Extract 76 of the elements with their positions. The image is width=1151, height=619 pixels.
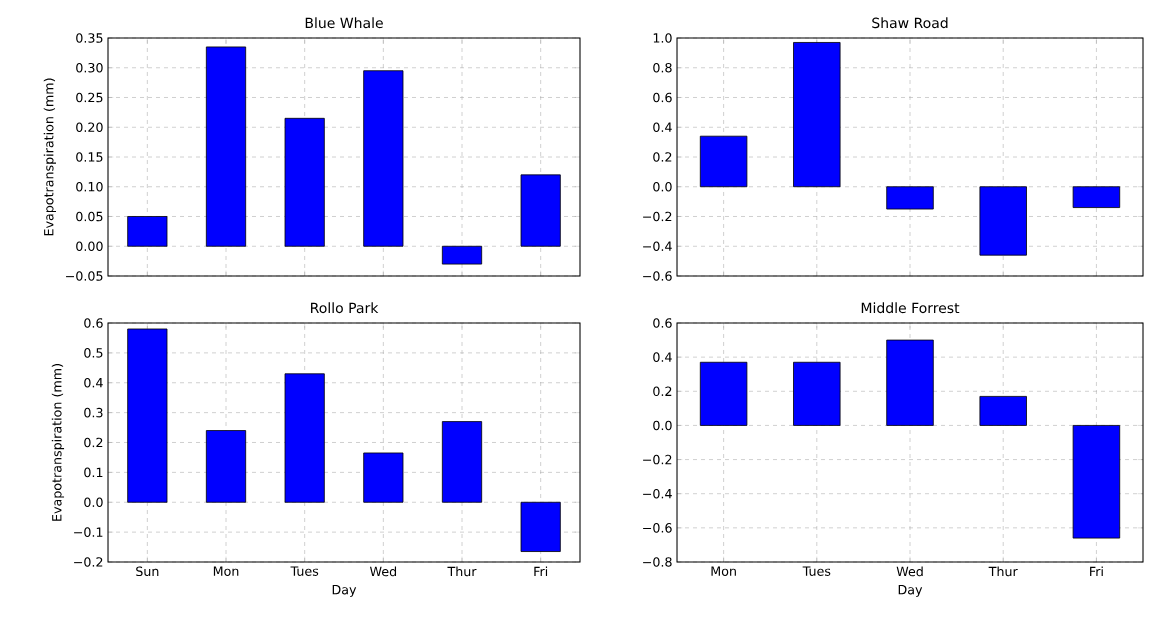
bar <box>1072 186 1121 208</box>
y-tick-label: −0.05 <box>66 271 103 281</box>
y-tick-label: −0.6 <box>643 271 672 281</box>
y-tick-label: 0.30 <box>76 62 103 73</box>
bar <box>520 501 561 552</box>
bar <box>979 186 1027 256</box>
y-tick-label: 0.4 <box>84 377 103 388</box>
y-tick-label: 0.6 <box>653 92 672 103</box>
y-tick-label: 0.5 <box>84 348 103 358</box>
y-tick-label: 0.4 <box>653 122 672 133</box>
bar <box>205 46 247 247</box>
y-tick-label: −0.2 <box>643 211 672 222</box>
x-tick-label: Mon <box>711 566 736 576</box>
bar <box>793 361 841 426</box>
bar <box>205 430 247 503</box>
y-tick-label: −0.8 <box>643 557 672 567</box>
y-tick-label: −0.6 <box>643 523 672 533</box>
y-tick-label: 0.20 <box>76 122 103 133</box>
y-tick-label: 0.0 <box>653 420 672 431</box>
x-tick-label: Tues <box>290 566 319 576</box>
bar <box>284 117 325 247</box>
x-tick-label: Fri <box>1090 566 1103 577</box>
y-tick-label: −0.1 <box>74 527 103 537</box>
x-tick-label: Thur <box>447 566 477 577</box>
y-tick-label: 0.35 <box>76 33 103 43</box>
y-tick-label: −0.2 <box>643 454 672 465</box>
y-tick-label: −0.2 <box>74 557 103 567</box>
y-tick-label: 0.2 <box>84 437 103 448</box>
x-tick-label: Sun <box>136 566 159 577</box>
chart-title: Blue Whale <box>305 17 383 29</box>
y-tick-label: 0.2 <box>653 152 672 162</box>
y-tick-label: 0.15 <box>76 152 103 162</box>
y-tick-label: −0.4 <box>643 241 672 252</box>
chart-title: Shaw Road <box>872 17 948 29</box>
x-axis-title: Day <box>332 584 357 597</box>
y-tick-label: 0.1 <box>84 467 103 478</box>
x-tick-label: Wed <box>896 566 923 577</box>
bar <box>699 361 748 426</box>
bar <box>520 174 561 247</box>
y-tick-label: 0.6 <box>84 318 103 328</box>
bar <box>363 70 404 247</box>
x-tick-label: Mon <box>213 566 239 576</box>
y-tick-label: 0.05 <box>76 211 103 222</box>
y-tick-label: 0.6 <box>653 318 672 328</box>
y-tick-label: 0.10 <box>76 181 103 192</box>
x-axis-title: Day <box>898 584 923 597</box>
bar <box>127 216 168 247</box>
y-tick-label: 0.25 <box>76 92 103 103</box>
y-tick-label: 0.0 <box>653 181 672 192</box>
y-tick-label: 0.00 <box>76 241 103 252</box>
bar <box>127 328 168 503</box>
bar <box>363 452 404 503</box>
x-tick-label: Wed <box>369 566 397 577</box>
x-tick-label: Tues <box>802 566 831 576</box>
y-tick-label: −0.4 <box>643 488 672 499</box>
bar <box>284 373 325 503</box>
bar <box>1072 425 1121 539</box>
bar <box>441 245 483 265</box>
x-tick-label: Fri <box>534 566 548 577</box>
bar <box>441 421 483 503</box>
y-axis-title: Evapotranspiration (mm) <box>43 78 56 236</box>
y-tick-label: 0.3 <box>84 407 103 418</box>
chart-title: Middle Forrest <box>861 302 960 314</box>
y-tick-label: 0.0 <box>84 497 103 508</box>
x-tick-label: Thur <box>988 566 1018 577</box>
bar <box>886 339 934 426</box>
bar <box>793 42 841 188</box>
y-axis-title: Evapotranspiration (mm) <box>51 364 65 521</box>
bar <box>979 396 1027 426</box>
y-tick-label: 1.0 <box>653 33 672 43</box>
y-tick-label: 0.8 <box>653 62 672 73</box>
bar <box>699 135 748 188</box>
y-tick-label: 0.4 <box>653 352 672 362</box>
y-tick-label: 0.2 <box>653 386 672 397</box>
chart-title: Rollo Park <box>311 302 379 314</box>
bar <box>886 186 934 210</box>
